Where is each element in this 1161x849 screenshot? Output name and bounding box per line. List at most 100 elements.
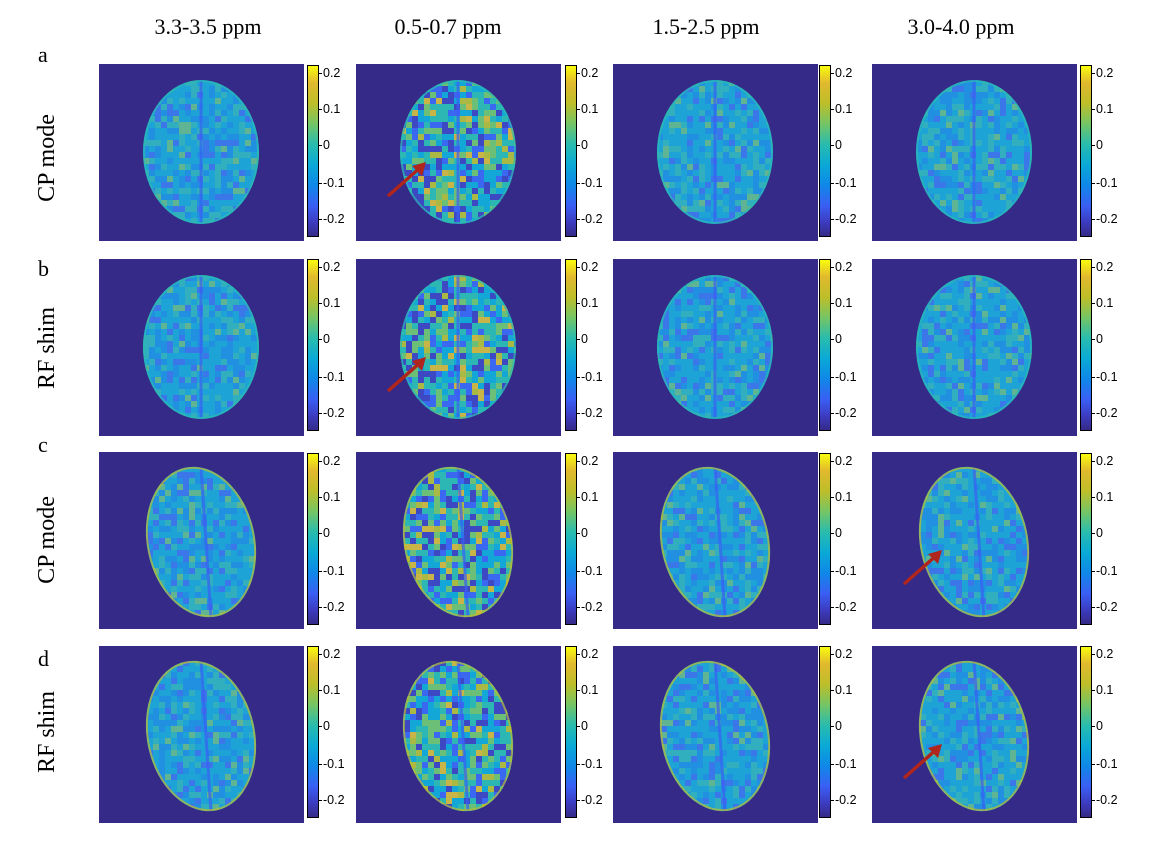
colorbar-tick-mark <box>577 413 580 414</box>
colorbar-tick-mark <box>831 726 834 727</box>
row-letter-a: a <box>38 42 48 67</box>
colorbar-tick-mark <box>319 461 322 462</box>
map-panel-d-4 <box>872 646 1077 823</box>
colorbar-tick-label: 0.2 <box>581 454 599 468</box>
colorbar-tick-label: 0 <box>1096 526 1103 540</box>
colorbar-tick-label: -0.2 <box>581 406 603 420</box>
colorbar-tick-mark <box>577 219 580 220</box>
colorbar-tick-mark <box>1092 109 1095 110</box>
colorbar-tick-label: 0 <box>835 526 842 540</box>
map-panel-c-2 <box>356 452 561 629</box>
colorbar-tick-mark <box>319 764 322 765</box>
colorbar-a-1 <box>307 65 319 237</box>
colorbar-tick-label: 0 <box>581 719 588 733</box>
colorbar-tick-mark <box>1092 690 1095 691</box>
colorbar-c-3 <box>819 453 831 625</box>
colorbar-tick-label: -0.1 <box>835 176 857 190</box>
brain-texture <box>143 275 259 419</box>
colorbar-c-1 <box>307 453 319 625</box>
brain-texture <box>659 659 771 816</box>
brain-texture <box>659 465 771 622</box>
colorbar-tick-label: 0.2 <box>835 260 853 274</box>
colorbar-tick-mark <box>577 607 580 608</box>
colorbar-tick-mark <box>319 654 322 655</box>
brain-texture <box>402 465 514 622</box>
column-header-3: 1.5-2.5 ppm <box>652 14 760 39</box>
colorbar-tick-mark <box>831 377 834 378</box>
colorbar-tick-label: 0 <box>835 138 842 152</box>
colorbar-b-4 <box>1080 259 1092 431</box>
colorbar-tick-label: -0.2 <box>323 600 345 614</box>
colorbar-c-4 <box>1080 453 1092 625</box>
colorbar-tick-mark <box>319 571 322 572</box>
colorbar-tick-label: -0.2 <box>581 600 603 614</box>
colorbar-tick-label: -0.2 <box>581 212 603 226</box>
colorbar-tick-label: 0.2 <box>1096 454 1114 468</box>
colorbar-tick-mark <box>1092 726 1095 727</box>
colorbar-tick-label: -0.1 <box>835 370 857 384</box>
brain-texture <box>657 275 773 419</box>
colorbar-tick-label: 0 <box>581 526 588 540</box>
colorbar-tick-label: -0.2 <box>1096 406 1118 420</box>
colorbar-tick-label: 0.2 <box>581 66 599 80</box>
colorbar-a-4 <box>1080 65 1092 237</box>
colorbar-tick-label: -0.1 <box>1096 176 1118 190</box>
colorbar-tick-mark <box>319 497 322 498</box>
colorbar-tick-label: -0.1 <box>323 370 345 384</box>
colorbar-tick-mark <box>319 109 322 110</box>
colorbar-tick-mark <box>1092 607 1095 608</box>
colorbar-tick-mark <box>577 303 580 304</box>
colorbar-tick-mark <box>1092 377 1095 378</box>
colorbar-tick-label: 0.2 <box>323 454 341 468</box>
red-arrow-icon <box>386 357 426 393</box>
colorbar-tick-label: 0 <box>1096 719 1103 733</box>
colorbar-tick-mark <box>831 654 834 655</box>
brain-texture <box>916 80 1032 224</box>
colorbar-tick-label: -0.1 <box>1096 370 1118 384</box>
colorbar-tick-label: 0.1 <box>581 683 599 697</box>
colorbar-tick-mark <box>577 377 580 378</box>
colorbar-tick-label: -0.2 <box>835 600 857 614</box>
colorbar-tick-label: -0.1 <box>581 757 603 771</box>
colorbar-tick-mark <box>831 497 834 498</box>
colorbar-tick-mark <box>319 533 322 534</box>
colorbar-tick-label: 0 <box>323 138 330 152</box>
colorbar-tick-label: 0 <box>581 332 588 346</box>
colorbar-d-2 <box>565 646 577 818</box>
colorbar-tick-mark <box>831 413 834 414</box>
brain-texture <box>145 659 257 816</box>
colorbar-d-4 <box>1080 646 1092 818</box>
colorbar-tick-label: -0.1 <box>835 564 857 578</box>
colorbar-tick-mark <box>831 109 834 110</box>
colorbar-tick-label: -0.1 <box>581 176 603 190</box>
colorbar-tick-mark <box>319 690 322 691</box>
colorbar-tick-mark <box>577 726 580 727</box>
colorbar-tick-label: 0 <box>1096 332 1103 346</box>
colorbar-tick-label: 0 <box>581 138 588 152</box>
colorbar-tick-mark <box>577 145 580 146</box>
colorbar-tick-mark <box>577 109 580 110</box>
colorbar-tick-mark <box>1092 413 1095 414</box>
colorbar-tick-label: 0.2 <box>581 260 599 274</box>
map-panel-a-3 <box>613 64 818 241</box>
row-letter-d: d <box>38 646 49 671</box>
colorbar-tick-label: -0.2 <box>835 793 857 807</box>
map-panel-b-1 <box>99 259 304 436</box>
colorbar-tick-label: 0.2 <box>835 454 853 468</box>
colorbar-tick-mark <box>1092 571 1095 572</box>
colorbar-b-2 <box>565 259 577 431</box>
colorbar-tick-label: 0.1 <box>323 102 341 116</box>
colorbar-tick-label: -0.2 <box>835 406 857 420</box>
colorbar-tick-label: -0.1 <box>835 757 857 771</box>
row-label-b: RF shim <box>33 306 60 390</box>
colorbar-tick-mark <box>831 800 834 801</box>
colorbar-tick-label: -0.1 <box>323 176 345 190</box>
colorbar-tick-mark <box>831 607 834 608</box>
colorbar-tick-mark <box>319 413 322 414</box>
colorbar-tick-label: 0 <box>323 332 330 346</box>
colorbar-tick-label: 0.2 <box>835 647 853 661</box>
row-label-a: CP mode <box>33 114 60 202</box>
brain-texture <box>400 275 516 419</box>
colorbar-c-2 <box>565 453 577 625</box>
row-letter-b: b <box>38 256 49 281</box>
